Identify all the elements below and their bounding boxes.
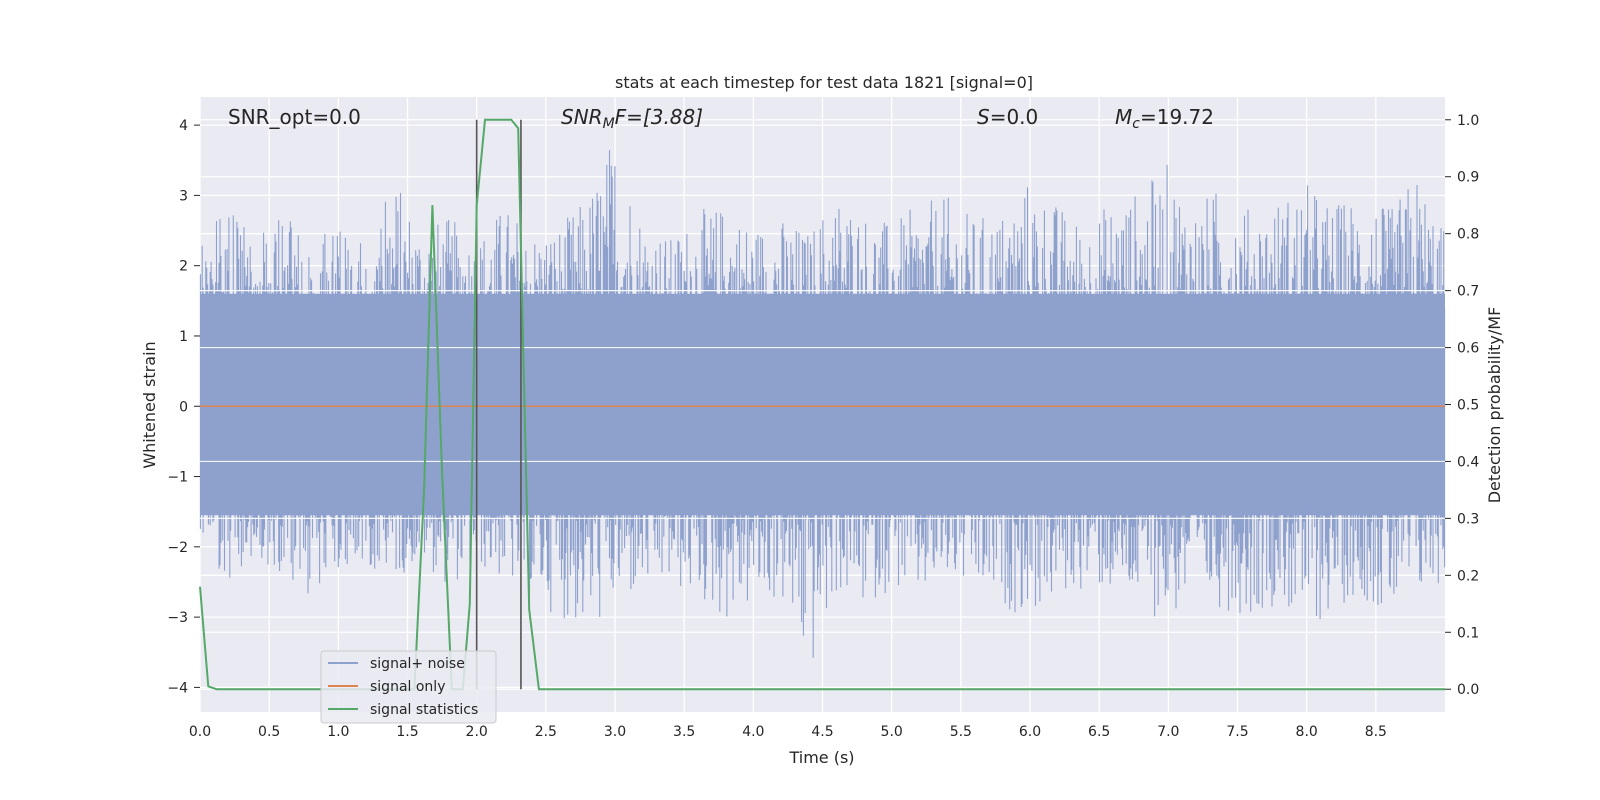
mc-sub: c <box>1132 116 1140 132</box>
y2-tick-label: 0.1 <box>1457 625 1479 641</box>
y-tick-label: 3 <box>179 188 188 204</box>
y-axis-label: Whitened strain <box>140 341 159 468</box>
y2-axis-label: Detection probability/MF <box>1485 307 1504 504</box>
x-tick-label: 3.5 <box>673 724 695 740</box>
x-tick-label: 5.0 <box>881 724 903 740</box>
mc-main: M <box>1115 105 1132 129</box>
x-tick-label: 2.0 <box>466 724 488 740</box>
snr-mf-sub: M <box>603 116 615 132</box>
y2-tick-label: 0.9 <box>1457 170 1479 186</box>
x-tick-label: 8.5 <box>1365 724 1387 740</box>
legend: signal+ noise signal only signal statist… <box>320 650 497 724</box>
x-tick-label: 0.0 <box>189 724 211 740</box>
x-axis-ticks: 0.0 0.5 1.0 1.5 2.0 2.5 3.0 3.5 4.0 4.5 5.0 5.5 6.0 6… <box>189 724 1387 740</box>
y2-tick-label: 0.7 <box>1457 284 1479 300</box>
x-tick-label: 1.0 <box>327 724 349 740</box>
y2-tick-label: 0.5 <box>1457 398 1479 414</box>
y-tick-label: −3 <box>167 610 188 626</box>
y2-tick-label: 0.2 <box>1457 568 1479 584</box>
y2-tick-label: 1.0 <box>1457 113 1479 129</box>
chart-title: stats at each timestep for test data 182… <box>615 73 1033 92</box>
y-tick-label: −1 <box>167 470 188 486</box>
legend-box <box>320 650 497 724</box>
signal-noise-series <box>199 150 1446 658</box>
y-tick-label: 1 <box>179 329 188 345</box>
snr-mf-main: SNR <box>561 105 603 129</box>
y-tick-label: −4 <box>167 680 188 696</box>
y2-tick-label: 0.4 <box>1457 454 1479 470</box>
y2-axis-ticks: 1.0 0.9 0.8 0.7 0.6 0.5 0.4 0.3 0.2 0.1 0.0 <box>1445 113 1479 698</box>
y2-tick-label: 0.6 <box>1457 341 1479 357</box>
y2-tick-label: 0.3 <box>1457 511 1479 527</box>
x-tick-label: 6.5 <box>1088 724 1110 740</box>
y-tick-label: 0 <box>179 399 188 415</box>
y-tick-label: −2 <box>167 540 188 556</box>
y2-tick-label: 0.0 <box>1457 682 1479 698</box>
annotation-s: S=0.0 <box>977 105 1038 129</box>
legend-label-signal-noise: signal+ noise <box>370 656 465 672</box>
s-rest: =0.0 <box>990 105 1039 129</box>
x-tick-label: 4.5 <box>811 724 833 740</box>
x-tick-label: 5.5 <box>950 724 972 740</box>
legend-label-signal-only: signal only <box>370 679 445 695</box>
annotation-snr-mf: SNRMF=[3.88] <box>561 105 703 132</box>
annotation-snr-opt: SNR_opt=0.0 <box>228 105 361 129</box>
x-axis-label: Time (s) <box>788 748 854 767</box>
x-tick-label: 7.0 <box>1157 724 1179 740</box>
x-tick-label: 2.5 <box>535 724 557 740</box>
legend-label-signal-statistics: signal statistics <box>370 702 478 718</box>
s-main: S <box>977 105 990 129</box>
x-tick-label: 7.5 <box>1226 724 1248 740</box>
snr-mf-rest: F=[3.88] <box>615 105 703 129</box>
y-tick-label: 4 <box>179 118 188 134</box>
annotation-mc: Mc=19.72 <box>1115 105 1214 132</box>
x-tick-label: 8.0 <box>1296 724 1318 740</box>
x-tick-label: 4.0 <box>742 724 764 740</box>
mc-rest: =19.72 <box>1140 105 1214 129</box>
y-tick-label: 2 <box>179 259 188 275</box>
x-tick-label: 3.0 <box>604 724 626 740</box>
x-tick-label: 6.0 <box>1019 724 1041 740</box>
x-tick-label: 0.5 <box>258 724 280 740</box>
y2-tick-label: 0.8 <box>1457 227 1479 243</box>
y-axis-ticks: 4 3 2 1 0 −1 −2 −3 −4 <box>167 118 200 696</box>
x-tick-label: 1.5 <box>396 724 418 740</box>
